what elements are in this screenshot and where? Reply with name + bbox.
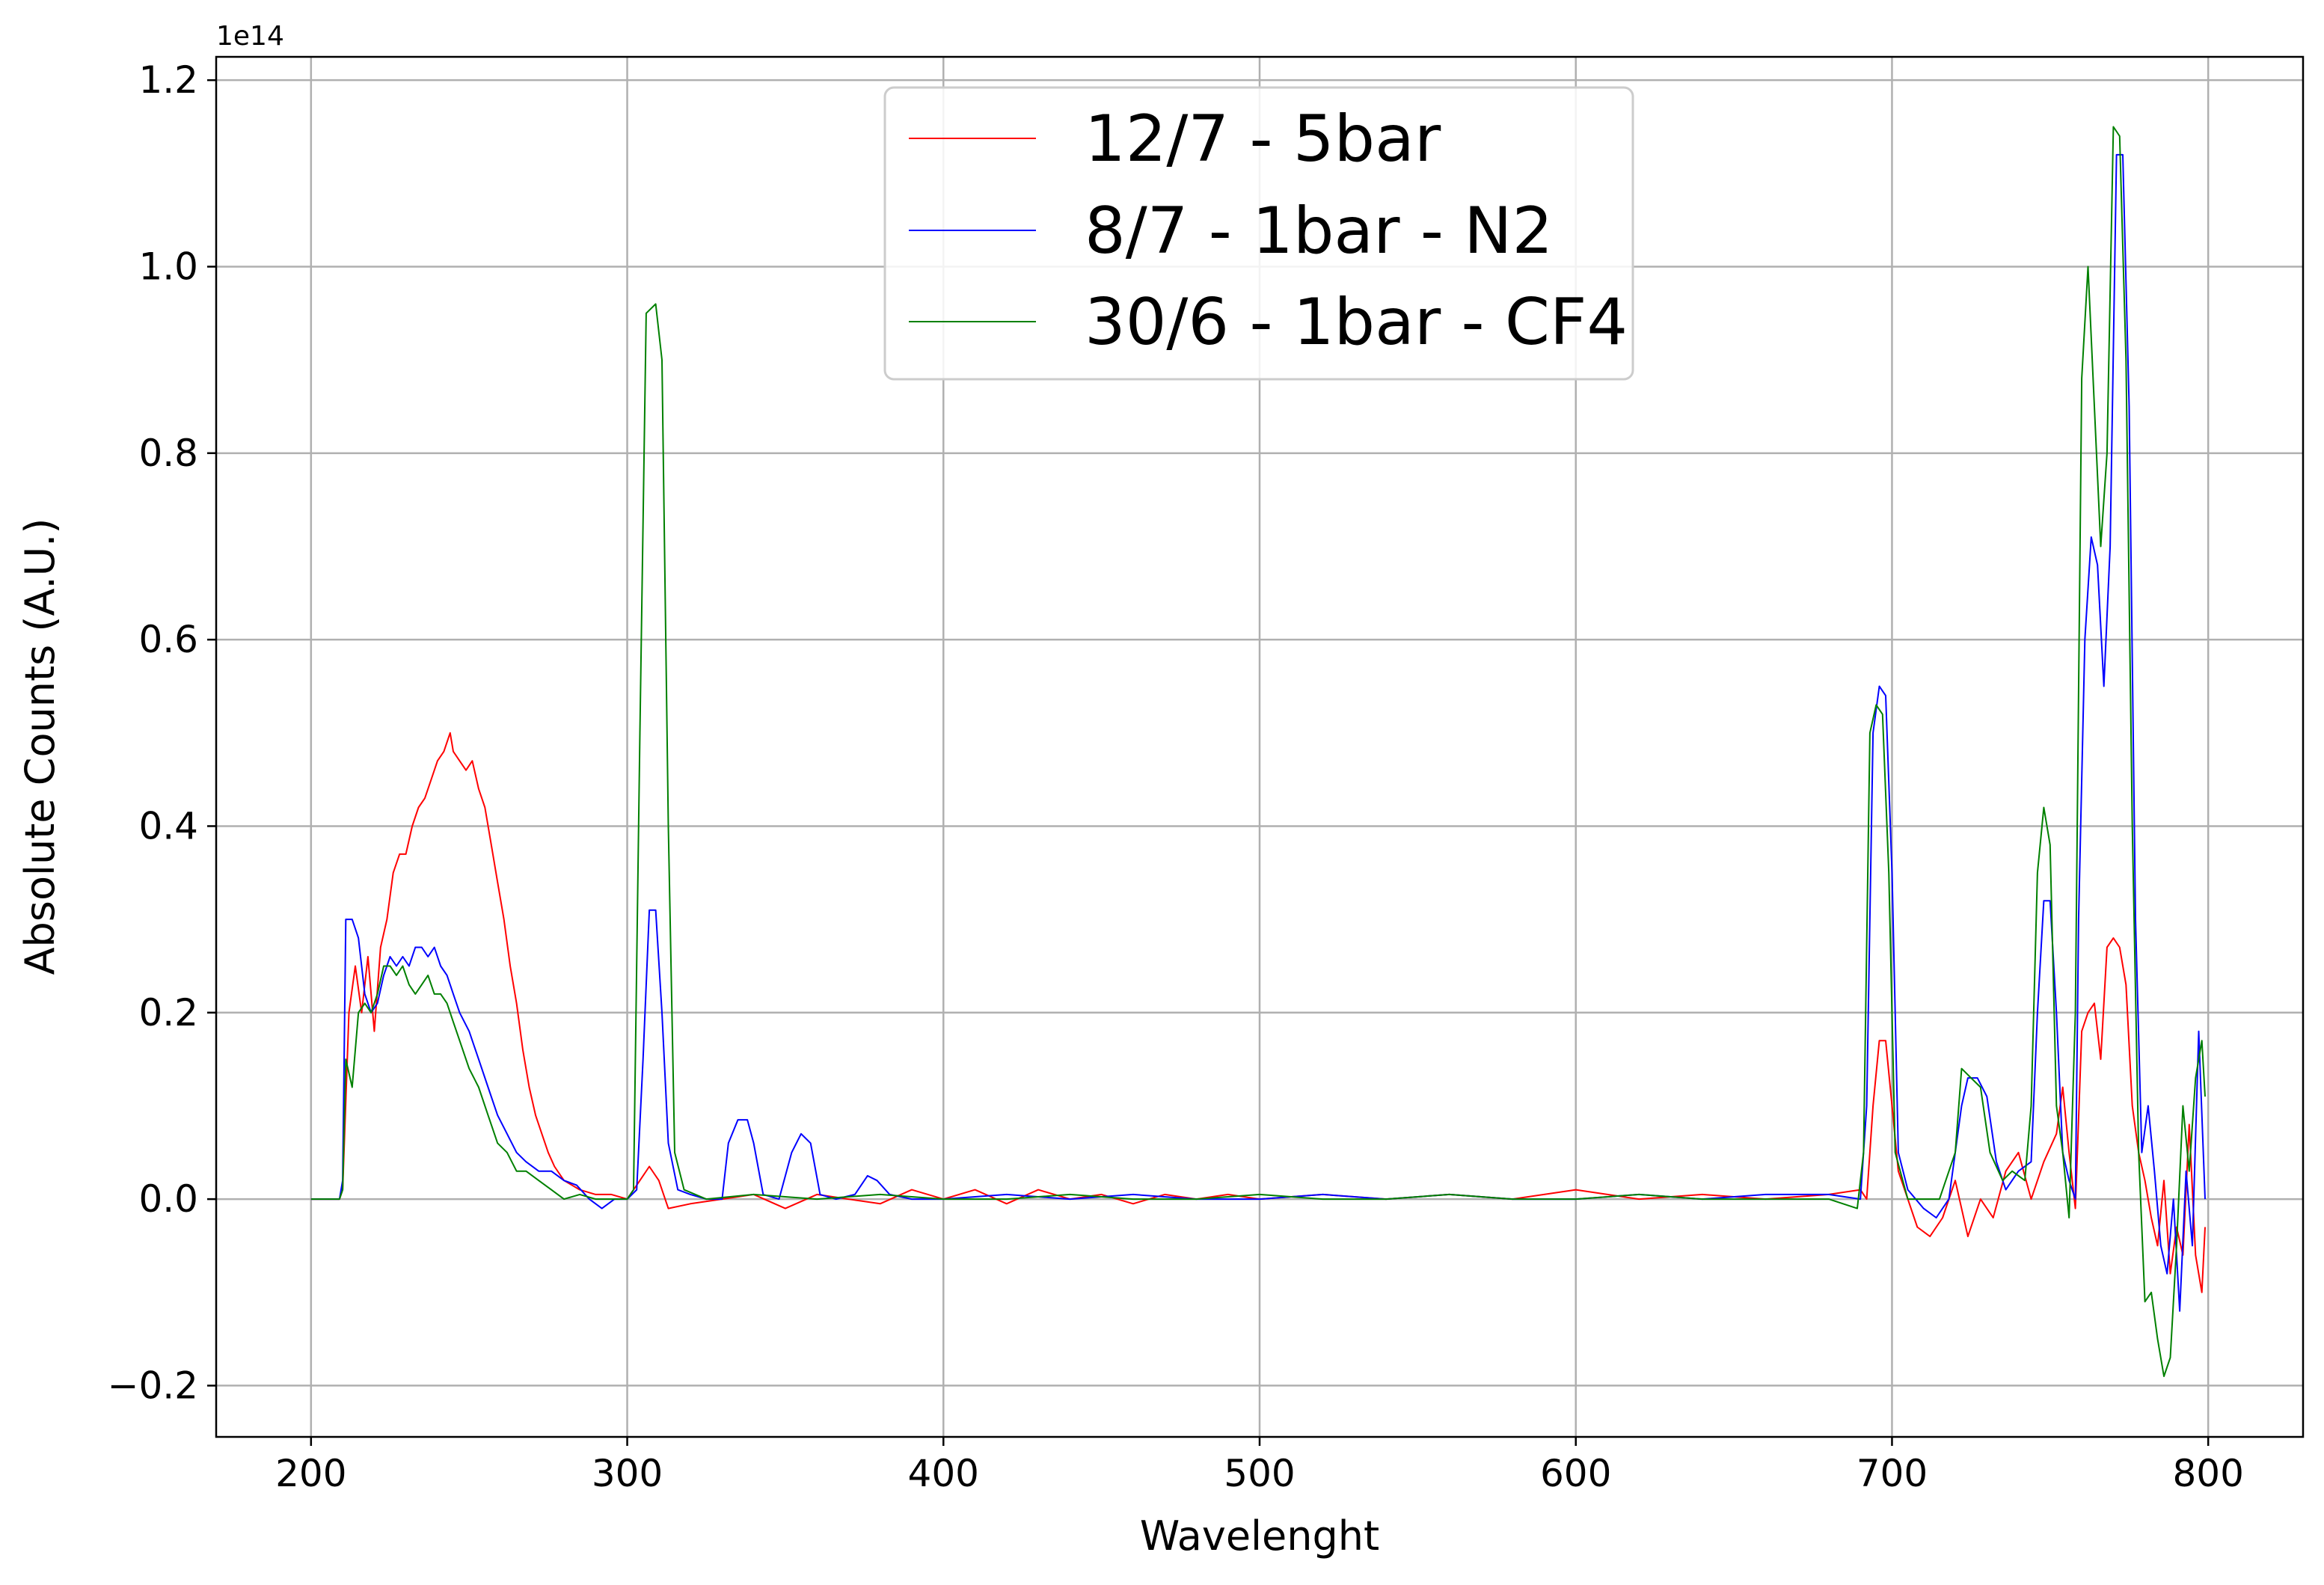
- x-tick-label: 500: [1224, 1452, 1295, 1495]
- y-tick-label: −0.2: [108, 1364, 198, 1407]
- y-tick-label: 0.4: [138, 804, 198, 847]
- axis-ticks: 200 300 400 500 600 700 800 −0.2 0.0 0.2 0.4 0.6 0.8…: [108, 58, 2244, 1495]
- series-line-1: [310, 153, 2206, 1312]
- y-tick-label: 0.2: [138, 991, 198, 1034]
- legend: 12/7 - 5bar 8/7 - 1bar - N2 30/6 - 1bar …: [883, 86, 1634, 381]
- x-axis-label: Wavelenght: [1140, 1512, 1379, 1560]
- legend-label-8-7-1bar-n2: 8/7 - 1bar - N2: [1085, 194, 1553, 269]
- y-tick-label: 0.0: [138, 1177, 198, 1221]
- y-axis-label: Absolute Counts (A.U.): [16, 518, 64, 975]
- x-tick-label: 300: [592, 1452, 663, 1495]
- x-tick-label: 400: [908, 1452, 979, 1495]
- x-tick-label: 800: [2172, 1452, 2243, 1495]
- series-lines: [310, 126, 2206, 1377]
- legend-label-12-7-5bar: 12/7 - 5bar: [1085, 102, 1441, 177]
- x-tick-label: 700: [1857, 1452, 1928, 1495]
- series-line-2: [310, 126, 2206, 1377]
- y-tick-label: 0.6: [138, 618, 198, 661]
- x-tick-label: 600: [1540, 1452, 1611, 1495]
- y-tick-label: 1.0: [138, 245, 198, 288]
- y-tick-label: 1.2: [138, 58, 198, 102]
- legend-box: [883, 86, 1634, 381]
- series-line-0: [310, 732, 2206, 1293]
- x-tick-label: 200: [275, 1452, 346, 1495]
- legend-label-30-6-1bar-cf4: 30/6 - 1bar - CF4: [1085, 285, 1628, 360]
- y-axis-offset-label: 1e14: [216, 21, 284, 52]
- y-tick-label: 0.8: [138, 432, 198, 475]
